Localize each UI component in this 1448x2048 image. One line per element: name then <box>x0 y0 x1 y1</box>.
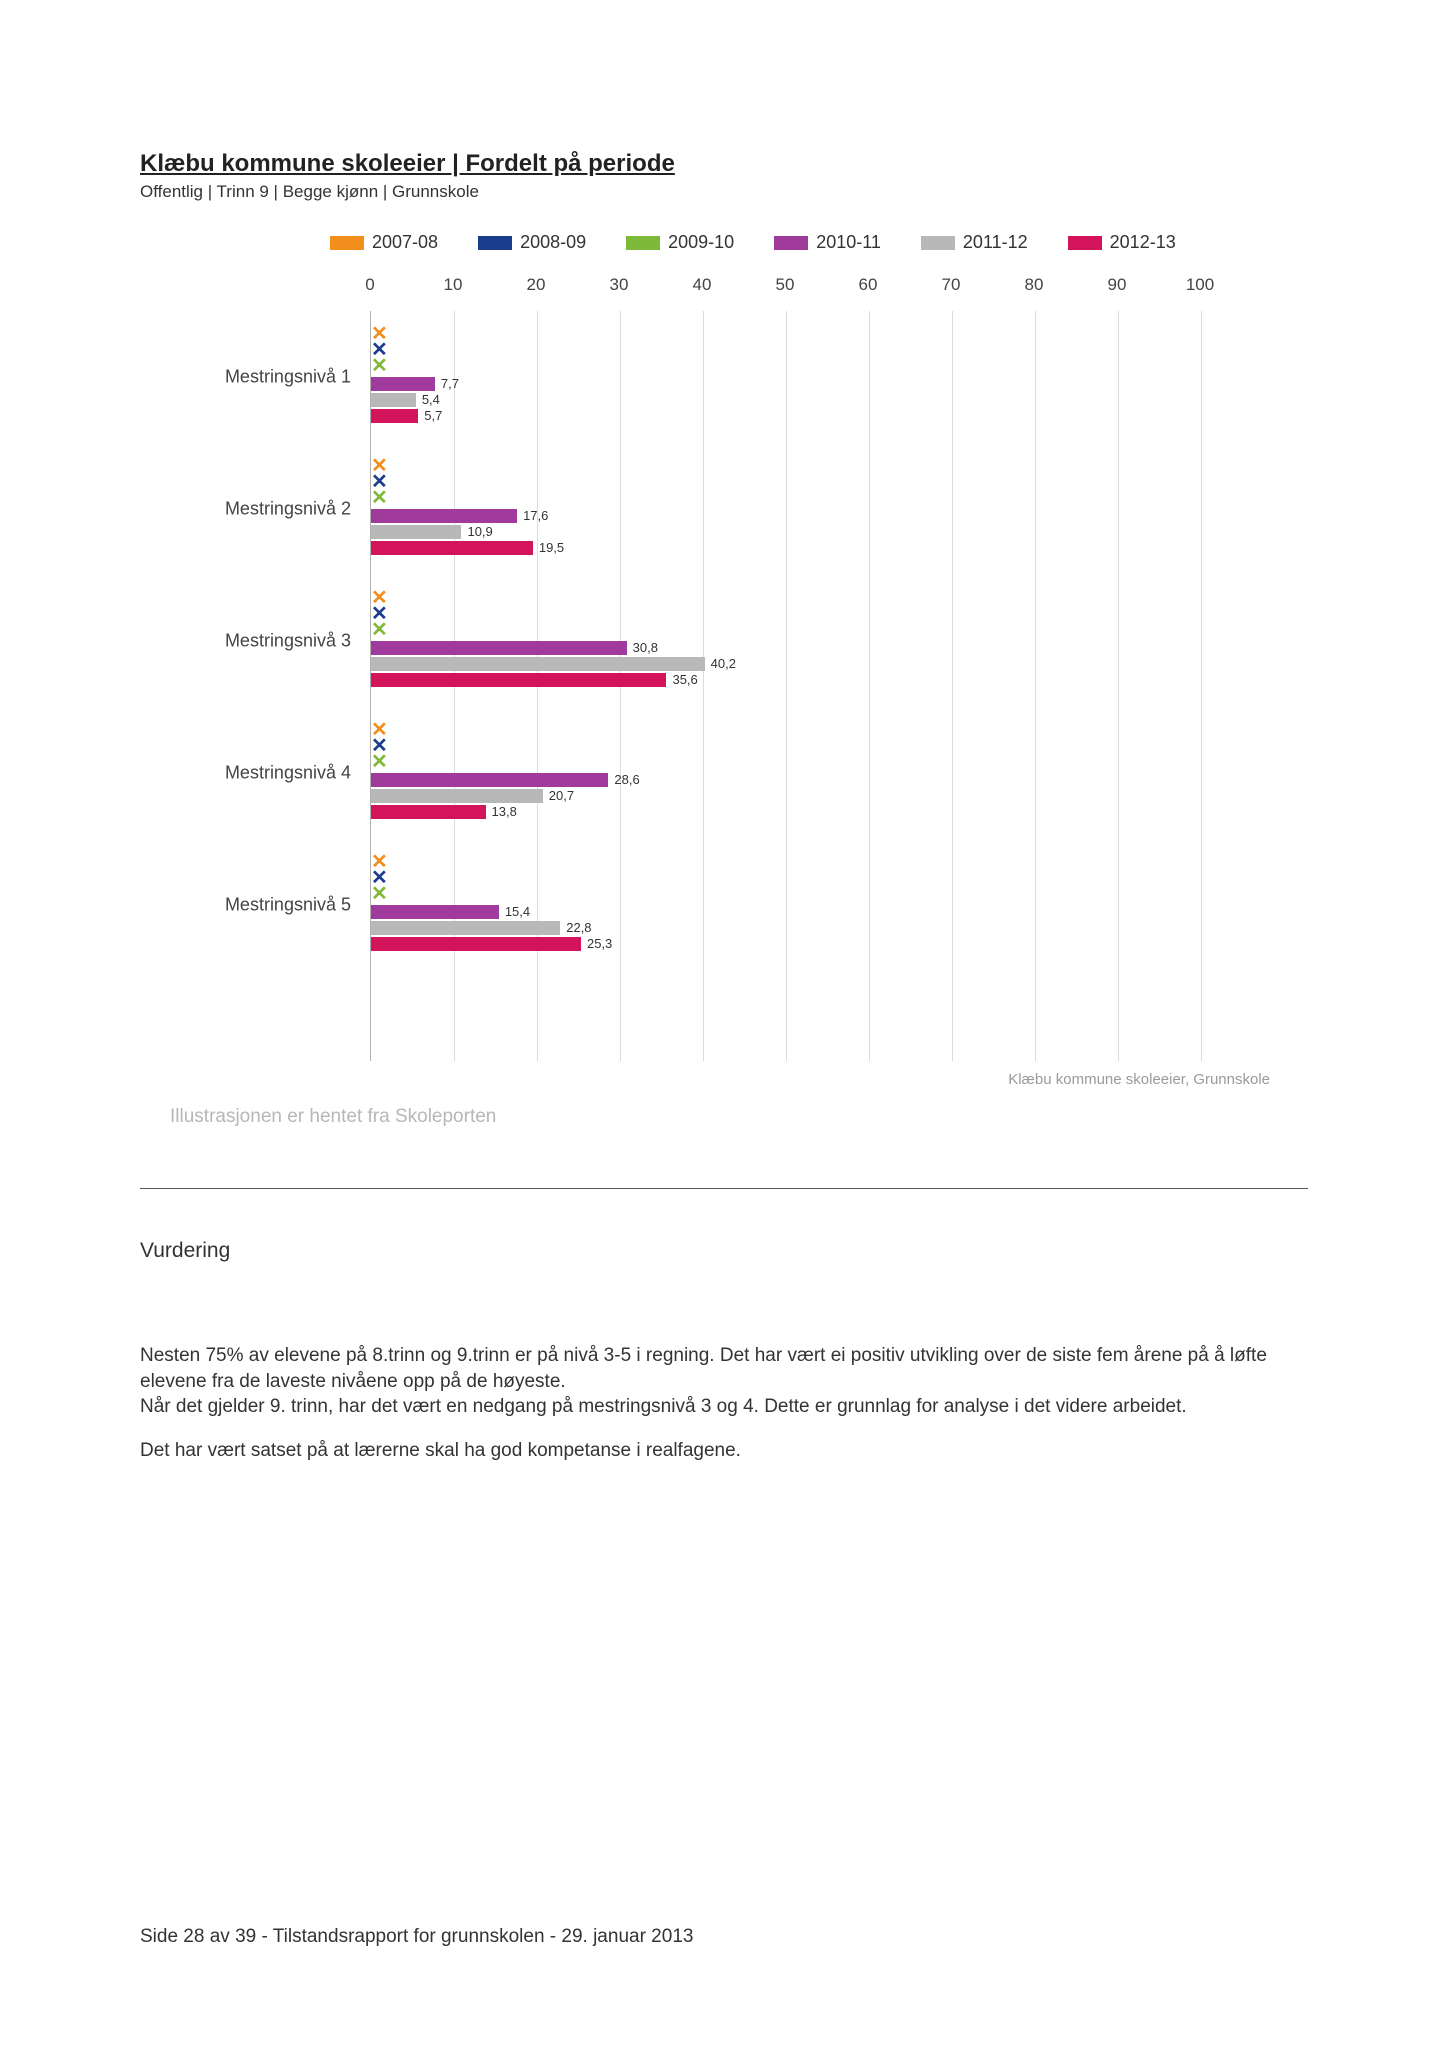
bar-value-label: 19,5 <box>539 541 564 555</box>
bar <box>371 657 705 671</box>
grid-line <box>1201 311 1202 1061</box>
x-tick-label: 10 <box>444 275 463 295</box>
bar <box>371 509 517 523</box>
bar-value-label: 5,4 <box>422 393 440 407</box>
bar <box>371 805 486 819</box>
legend-label: 2007-08 <box>372 232 438 253</box>
missing-marker-icon: ✕ <box>371 359 388 373</box>
category-label: Mestringsnivå 5 <box>161 895 351 916</box>
legend-item: 2009-10 <box>626 232 734 253</box>
x-tick-label: 50 <box>776 275 795 295</box>
missing-marker-icon: ✕ <box>371 491 388 505</box>
category-label: Mestringsnivå 2 <box>161 499 351 520</box>
legend-swatch <box>921 236 955 250</box>
legend-item: 2012-13 <box>1068 232 1176 253</box>
missing-marker-icon: ✕ <box>371 755 388 769</box>
bar-value-label: 5,7 <box>424 409 442 423</box>
bar-value-label: 22,8 <box>566 921 591 935</box>
legend-item: 2010-11 <box>774 232 881 253</box>
x-tick-label: 60 <box>859 275 878 295</box>
category-group: Mestringsnivå 5✕✕✕15,422,825,3 <box>371 839 1201 971</box>
chart-legend: 2007-08 2008-09 2009-10 2010-11 2011-12 2012-… <box>330 232 1270 253</box>
legend-label: 2009-10 <box>668 232 734 253</box>
x-axis: 0102030405060708090100 <box>370 275 1200 305</box>
body-text-line: Nesten 75% av elevene på 8.trinn og 9.tr… <box>140 1345 1267 1392</box>
legend-label: 2008-09 <box>520 232 586 253</box>
bar-value-label: 15,4 <box>505 905 530 919</box>
legend-item: 2007-08 <box>330 232 438 253</box>
bar-value-label: 28,6 <box>614 773 639 787</box>
bar <box>371 789 543 803</box>
page-title: Klæbu kommune skoleeier | Fordelt på per… <box>140 150 1308 178</box>
bar <box>371 937 581 951</box>
category-label: Mestringsnivå 4 <box>161 763 351 784</box>
bar <box>371 905 499 919</box>
body-text-line: Når det gjelder 9. trinn, har det vært e… <box>140 1396 1187 1417</box>
legend-label: 2012-13 <box>1110 232 1176 253</box>
illustration-note: Illustrasjonen er hentet fra Skoleporten <box>170 1106 1270 1128</box>
x-tick-label: 30 <box>610 275 629 295</box>
bar <box>371 377 435 391</box>
bar <box>371 393 416 407</box>
body-paragraph: Det har vært satset på at lærerne skal h… <box>140 1438 1308 1464</box>
legend-swatch <box>626 236 660 250</box>
section-divider <box>140 1188 1308 1189</box>
bar <box>371 541 533 555</box>
x-tick-label: 20 <box>527 275 546 295</box>
x-tick-label: 80 <box>1025 275 1044 295</box>
bar <box>371 921 560 935</box>
bar <box>371 641 627 655</box>
x-tick-label: 0 <box>365 275 374 295</box>
chart-container: 2007-08 2008-09 2009-10 2010-11 2011-12 2012-… <box>170 232 1270 1128</box>
chart-plot: Mestringsnivå 1✕✕✕7,75,45,7Mestringsnivå… <box>370 311 1201 1061</box>
bar <box>371 773 608 787</box>
bar-value-label: 7,7 <box>441 377 459 391</box>
bar <box>371 673 666 687</box>
legend-item: 2008-09 <box>478 232 586 253</box>
category-group: Mestringsnivå 2✕✕✕17,610,919,5 <box>371 443 1201 575</box>
legend-item: 2011-12 <box>921 232 1028 253</box>
bar-value-label: 40,2 <box>711 657 736 671</box>
page-subtitle: Offentlig | Trinn 9 | Begge kjønn | Grun… <box>140 182 1308 202</box>
bar-value-label: 20,7 <box>549 789 574 803</box>
category-group: Mestringsnivå 4✕✕✕28,620,713,8 <box>371 707 1201 839</box>
x-tick-label: 90 <box>1108 275 1127 295</box>
bar-value-label: 10,9 <box>467 525 492 539</box>
category-group: Mestringsnivå 3✕✕✕30,840,235,6 <box>371 575 1201 707</box>
bar-value-label: 35,6 <box>672 673 697 687</box>
legend-label: 2010-11 <box>816 232 881 253</box>
section-heading-vurdering: Vurdering <box>140 1239 1308 1263</box>
page: Klæbu kommune skoleeier | Fordelt på per… <box>0 0 1448 2048</box>
missing-marker-icon: ✕ <box>371 887 388 901</box>
missing-marker-icon: ✕ <box>371 623 388 637</box>
bar <box>371 525 461 539</box>
legend-label: 2011-12 <box>963 232 1028 253</box>
bar <box>371 409 418 423</box>
legend-swatch <box>1068 236 1102 250</box>
body-paragraph: Nesten 75% av elevene på 8.trinn og 9.tr… <box>140 1343 1308 1420</box>
legend-swatch <box>330 236 364 250</box>
x-tick-label: 100 <box>1186 275 1214 295</box>
legend-swatch <box>478 236 512 250</box>
bar-value-label: 30,8 <box>633 641 658 655</box>
category-label: Mestringsnivå 1 <box>161 367 351 388</box>
x-tick-label: 70 <box>942 275 961 295</box>
page-footer: Side 28 av 39 - Tilstandsrapport for gru… <box>140 1926 693 1948</box>
bar-value-label: 13,8 <box>492 805 517 819</box>
x-tick-label: 40 <box>693 275 712 295</box>
category-group: Mestringsnivå 1✕✕✕7,75,45,7 <box>371 311 1201 443</box>
bar-value-label: 17,6 <box>523 509 548 523</box>
chart-attribution: Klæbu kommune skoleeier, Grunnskole <box>170 1071 1270 1088</box>
legend-swatch <box>774 236 808 250</box>
bar-value-label: 25,3 <box>587 937 612 951</box>
category-label: Mestringsnivå 3 <box>161 631 351 652</box>
